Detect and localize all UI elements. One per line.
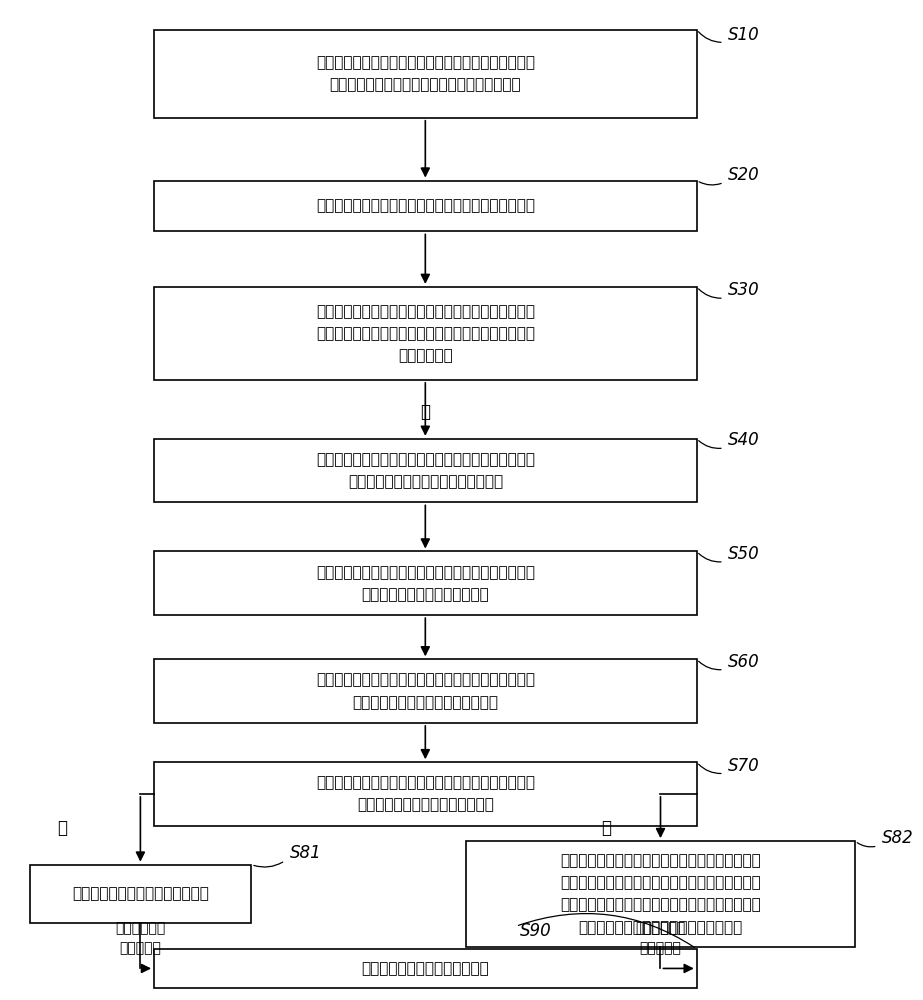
Text: 在接收到第一缴费请求时，确定所述第一缴费请求中用
户输入的第二车牌信息是否与多个第一车牌信息中的至
少一个相匹配: 在接收到第一缴费请求时，确定所述第一缴费请求中用 户输入的第二车牌信息是否与多个…: [316, 304, 534, 363]
Bar: [154, 439, 697, 502]
Text: 在检测到车辆进停车场入口的信息时，分别通过多个入
口车牌识别仪获得所述车辆的多个第一车牌图片: 在检测到车辆进停车场入口的信息时，分别通过多个入 口车牌识别仪获得所述车辆的多个…: [316, 55, 534, 92]
Text: 否: 否: [601, 819, 611, 837]
Text: S20: S20: [728, 166, 760, 184]
Bar: [154, 181, 697, 231]
Text: 否: 否: [420, 403, 430, 421]
Text: 所述车辆已完
成缴费操作: 所述车辆已完 成缴费操作: [635, 921, 686, 955]
Text: S60: S60: [728, 653, 760, 671]
Text: S90: S90: [521, 922, 552, 940]
Text: S70: S70: [728, 757, 760, 775]
Text: 是: 是: [56, 819, 66, 837]
Text: S30: S30: [728, 281, 760, 299]
Text: S82: S82: [882, 829, 914, 847]
Text: S10: S10: [728, 25, 760, 43]
Text: 确定多个第三车牌信息是否与多个第一车牌信息和所述
第二车牌信息中的至少一个相匹配: 确定多个第三车牌信息是否与多个第一车牌信息和所述 第二车牌信息中的至少一个相匹配: [316, 775, 534, 813]
Text: 接收所述用户终端反馈的第一确认结果，并根据所述第
一确认结果生成对应的缴费信息: 接收所述用户终端反馈的第一确认结果，并根据所述第 一确认结果生成对应的缴费信息: [316, 565, 534, 602]
Text: 所述车辆已完
成缴费操作: 所述车辆已完 成缴费操作: [115, 921, 165, 955]
Text: S40: S40: [728, 431, 760, 449]
Bar: [154, 949, 697, 988]
Bar: [154, 762, 697, 826]
Bar: [154, 659, 697, 723]
Text: 确定所述车辆是否已完成缴费操作: 确定所述车辆是否已完成缴费操作: [72, 886, 209, 901]
Bar: [154, 30, 697, 118]
Text: 调取与所述第三车牌信息相近的多个第一车牌信息
或第二车牌信息所对应的多个第一车牌图片发送至
所述用户终端，并根据所述用户终端反馈的第二确
认结果确定所述车辆是否: 调取与所述第三车牌信息相近的多个第一车牌信息 或第二车牌信息所对应的多个第一车牌…: [560, 853, 761, 935]
Text: S81: S81: [290, 844, 321, 862]
Text: 控制所述停车场出口的道闸开启: 控制所述停车场出口的道闸开启: [362, 961, 489, 976]
Text: 根据多个第一车牌图片识别出对应的多个第一车牌信息: 根据多个第一车牌图片识别出对应的多个第一车牌信息: [316, 198, 534, 214]
Text: S50: S50: [728, 545, 760, 563]
Bar: [154, 551, 697, 615]
Bar: [30, 865, 251, 923]
Bar: [154, 287, 697, 380]
Text: 在检测到车辆出停车场出口的信息时，分别通过多个出
口车牌识别仪获得多个第三车牌信息: 在检测到车辆出停车场出口的信息时，分别通过多个出 口车牌识别仪获得多个第三车牌信…: [316, 672, 534, 710]
Text: 调取与所述第二车牌信息相近的多个第一车牌信息所对
应的多个第一车牌图片发送至用户终端: 调取与所述第二车牌信息相近的多个第一车牌信息所对 应的多个第一车牌图片发送至用户…: [316, 452, 534, 489]
Bar: [466, 841, 855, 947]
